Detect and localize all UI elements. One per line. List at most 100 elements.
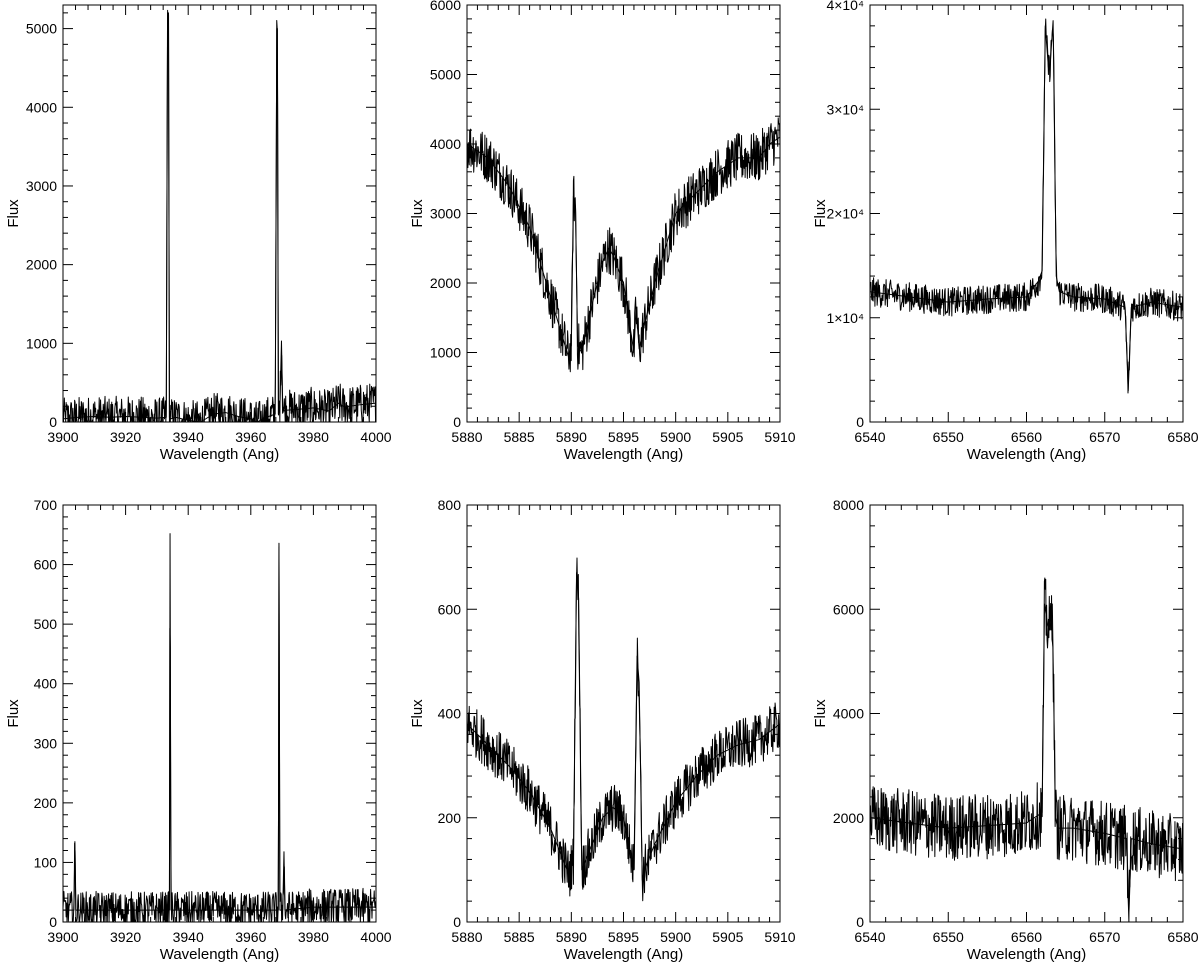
- y-tick-label: 0: [453, 914, 461, 930]
- y-tick-label: 400: [438, 706, 462, 722]
- spectrum-key-points: [466, 136, 781, 357]
- x-tick-label: 4000: [360, 929, 391, 945]
- x-tick-label: 5895: [608, 929, 639, 945]
- x-axis-label: Wavelength (Ang): [564, 946, 684, 963]
- y-tick-label: 1000: [430, 345, 461, 361]
- x-axis-label: Wavelength (Ang): [564, 446, 684, 463]
- x-tick-label: 6580: [1167, 929, 1198, 945]
- y-tick-label: 4000: [833, 706, 864, 722]
- y-tick-label: 2000: [26, 257, 57, 273]
- y-axis-label: Flux: [812, 699, 829, 728]
- x-tick-label: 5910: [764, 429, 795, 445]
- y-axis-label: Flux: [5, 199, 22, 228]
- x-tick-label: 6540: [854, 929, 885, 945]
- y-tick-label: 400: [34, 676, 58, 692]
- y-tick-label: 0: [49, 914, 57, 930]
- x-tick-label: 3960: [235, 929, 266, 945]
- x-tick-label: 5880: [451, 929, 482, 945]
- y-tick-label: 6000: [430, 0, 461, 13]
- plot-frame: [62, 4, 377, 423]
- x-tick-label: 6550: [933, 929, 964, 945]
- x-tick-label: 5880: [451, 429, 482, 445]
- y-tick-label: 0: [453, 414, 461, 430]
- x-tick-label: 3940: [173, 429, 204, 445]
- x-tick-label: 3960: [235, 429, 266, 445]
- y-tick-label: 4×10⁴: [826, 0, 864, 13]
- y-tick-label: 0: [49, 414, 57, 430]
- y-tick-label: 0: [856, 414, 864, 430]
- x-tick-label: 6580: [1167, 429, 1198, 445]
- spectrum-line: [466, 557, 781, 902]
- x-tick-label: 6560: [1011, 429, 1042, 445]
- spectrum-panel-3: 6540 6550 6560 6570 6580 0 1×10⁴ 2×10⁴ 3×10⁴ 4×10…: [812, 0, 1199, 463]
- x-tick-label: 6570: [1089, 429, 1120, 445]
- x-tick-label: 5885: [504, 929, 535, 945]
- x-tick-label: 3920: [110, 929, 141, 945]
- y-tick-label: 200: [438, 810, 462, 826]
- x-tick-label: 3940: [173, 929, 204, 945]
- y-tick-label: 600: [34, 557, 58, 573]
- spectrum-line: [62, 542, 377, 923]
- y-tick-label: 0: [856, 914, 864, 930]
- spectrum-panel-1: 3900 3920 3940 3960 3980 4000 0 1000 2000 3000 400…: [5, 4, 392, 463]
- y-axis-label: Flux: [409, 199, 426, 228]
- spectrum-panel-6: 6540 6550 6560 6570 6580 0 2000 4000 6000 8000 Wav…: [812, 497, 1199, 963]
- spectrum-key-points: [869, 20, 1184, 392]
- x-tick-label: 5900: [660, 929, 691, 945]
- y-tick-label: 3×10⁴: [826, 101, 864, 117]
- spectrum-panel-4: 3900 3920 3940 3960 3980 4000 0 100 200 300 400 500…: [5, 497, 392, 963]
- x-tick-label: 5890: [556, 429, 587, 445]
- y-tick-label: 5000: [26, 21, 57, 37]
- y-tick-label: 4000: [430, 136, 461, 152]
- y-tick-label: 2000: [430, 275, 461, 291]
- y-tick-label: 500: [34, 616, 58, 632]
- y-tick-label: 1000: [26, 335, 57, 351]
- spectrum-panel-5: 5880 5885 5890 5895 5900 5905 5910 0 200 400 600 80…: [409, 497, 796, 963]
- x-tick-label: 6570: [1089, 929, 1120, 945]
- y-tick-label: 3000: [26, 178, 57, 194]
- y-tick-label: 1×10⁴: [826, 310, 864, 326]
- x-axis-label: Wavelength (Ang): [967, 946, 1087, 963]
- x-axis-label: Wavelength (Ang): [160, 446, 280, 463]
- y-tick-label: 800: [438, 497, 462, 513]
- x-tick-label: 3900: [47, 929, 78, 945]
- y-tick-label: 600: [438, 601, 462, 617]
- x-tick-label: 6560: [1011, 929, 1042, 945]
- x-tick-label: 5885: [504, 429, 535, 445]
- x-tick-label: 3920: [110, 429, 141, 445]
- x-tick-label: 3980: [298, 429, 329, 445]
- y-tick-label: 4000: [26, 99, 57, 115]
- x-tick-label: 5890: [556, 929, 587, 945]
- spectrum-key-points: [869, 603, 1184, 913]
- x-tick-label: 6540: [854, 429, 885, 445]
- x-tick-label: 3900: [47, 429, 78, 445]
- spectrum-line: [62, 9, 377, 423]
- y-tick-label: 2×10⁴: [826, 206, 864, 222]
- y-tick-label: 200: [34, 795, 58, 811]
- x-tick-label: 5905: [712, 929, 743, 945]
- spectrum-key-points: [63, 533, 376, 911]
- y-tick-label: 5000: [430, 67, 461, 83]
- y-tick-label: 8000: [833, 497, 864, 513]
- y-tick-label: 700: [34, 497, 58, 513]
- y-tick-label: 3000: [430, 206, 461, 222]
- x-tick-label: 5905: [712, 429, 743, 445]
- x-axis-label: Wavelength (Ang): [160, 946, 280, 963]
- x-tick-label: 6550: [933, 429, 964, 445]
- y-tick-label: 300: [34, 735, 58, 751]
- spectrum-key-points: [466, 572, 781, 881]
- x-tick-label: 5910: [764, 929, 795, 945]
- x-axis-label: Wavelength (Ang): [967, 446, 1087, 463]
- y-tick-label: 100: [34, 854, 58, 870]
- y-tick-label: 6000: [833, 601, 864, 617]
- y-tick-label: 2000: [833, 810, 864, 826]
- x-tick-label: 5900: [660, 429, 691, 445]
- spectrum-panel-2: 5880 5885 5890 5895 5900 5905 5910 0 1000 2000 300…: [409, 0, 796, 463]
- x-tick-label: 3980: [298, 929, 329, 945]
- x-tick-label: 4000: [360, 429, 391, 445]
- y-axis-label: Flux: [812, 199, 829, 228]
- plot-frame: [62, 504, 377, 923]
- x-tick-label: 5895: [608, 429, 639, 445]
- y-axis-label: Flux: [5, 699, 22, 728]
